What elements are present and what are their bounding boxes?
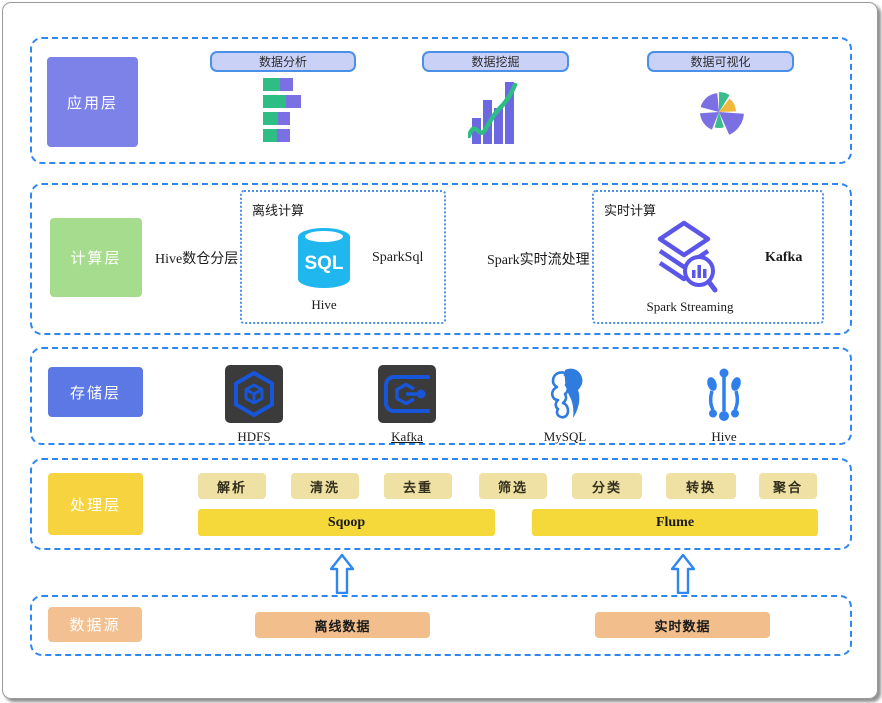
datasource-layer-box: 数据源	[48, 607, 142, 642]
tag-parse-label: 解析	[216, 479, 247, 495]
application-layer-box: 应用层	[47, 57, 138, 147]
offline-data-bar: 离线数据	[255, 612, 430, 638]
tag-filter: 筛选	[479, 473, 547, 499]
horizontal-bar-chart-icon	[263, 78, 301, 142]
tag-clean: 清洗	[291, 473, 359, 499]
sql-database-icon: SQL	[298, 228, 350, 288]
tag-classify: 分类	[572, 473, 642, 499]
mysql-caption: MySQL	[543, 429, 587, 444]
data-analysis-label: 数据分析	[258, 55, 307, 69]
hive-icon	[707, 368, 741, 421]
realtime-data-label: 实时数据	[654, 618, 711, 634]
hdfs-icon	[225, 365, 283, 423]
tag-dedupe-label: 去重	[402, 479, 433, 495]
storage-layer-label: 存储层	[69, 385, 121, 402]
data-analysis-pill: 数据分析	[210, 51, 356, 72]
flume-label: Flume	[655, 514, 695, 530]
data-mining-pill: 数据挖掘	[422, 51, 569, 72]
offline-data-label: 离线数据	[314, 618, 371, 634]
tag-aggregate: 聚合	[759, 473, 817, 499]
spark-streaming-caption: Spark Streaming	[646, 299, 734, 314]
tag-dedupe: 去重	[384, 473, 452, 499]
data-visualization-pill: 数据可视化	[647, 51, 794, 72]
processing-layer-label: 处理层	[69, 497, 121, 514]
realtime-data-bar: 实时数据	[595, 612, 770, 638]
sqoop-bar: Sqoop	[198, 509, 495, 536]
up-arrow-icon	[330, 554, 354, 594]
data-mining-label: 数据挖掘	[471, 55, 520, 69]
spark-stream-text: Spark实时流处理	[487, 253, 590, 268]
offline-compute-title: 离线计算	[252, 203, 305, 218]
mysql-icon	[550, 368, 583, 419]
tag-parse: 解析	[198, 473, 266, 499]
up-arrow-icon	[671, 554, 695, 594]
processing-layer-section	[30, 458, 852, 550]
kafka-caption: Kafka	[391, 429, 423, 444]
processing-layer-box: 处理层	[48, 473, 143, 535]
sparksql-text: SparkSql	[372, 250, 424, 265]
sql-icon-text: SQL	[304, 253, 343, 274]
sqoop-label: Sqoop	[327, 514, 366, 530]
bar-line-chart-icon	[468, 82, 518, 144]
tag-clean-label: 清洗	[309, 479, 340, 495]
hive-storage-caption: Hive	[711, 429, 737, 444]
data-visualization-label: 数据可视化	[690, 55, 751, 69]
tag-filter-label: 筛选	[497, 479, 528, 495]
storage-layer-section	[30, 347, 852, 445]
hive-dw-text: Hive数仓分层	[155, 252, 239, 267]
tag-aggregate-label: 聚合	[772, 479, 803, 495]
hdfs-caption: HDFS	[237, 429, 271, 444]
kafka-icon	[378, 365, 436, 423]
realtime-compute-title: 实时计算	[604, 203, 657, 218]
datasource-layer-label: 数据源	[69, 618, 121, 634]
tag-transform: 转换	[666, 473, 736, 499]
compute-layer-label: 计算层	[70, 251, 122, 267]
kafka-side-text: Kafka	[765, 250, 803, 265]
realtime-compute-box	[592, 190, 824, 324]
spark-streaming-icon	[657, 220, 718, 293]
compute-layer-box: 计算层	[50, 218, 142, 297]
tag-transform-label: 转换	[685, 479, 716, 495]
storage-layer-box: 存储层	[48, 367, 143, 417]
pie-chart-icon	[700, 91, 744, 135]
hive-sql-caption: Hive	[311, 297, 337, 312]
flume-bar: Flume	[532, 509, 818, 536]
tag-classify-label: 分类	[591, 479, 622, 495]
application-layer-label: 应用层	[66, 95, 118, 112]
